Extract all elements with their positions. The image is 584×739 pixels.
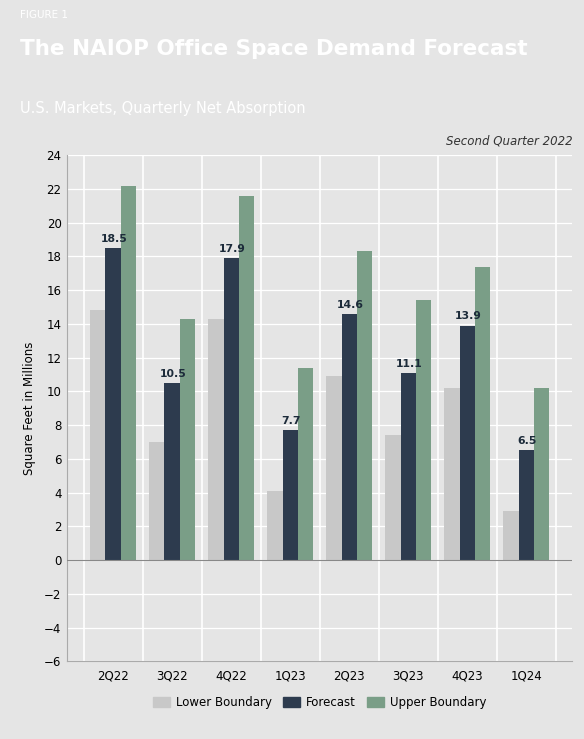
Bar [342,314,357,560]
Bar [385,435,401,560]
Text: 13.9: 13.9 [454,311,481,321]
Bar [416,300,432,560]
Text: U.S. Markets, Quarterly Net Absorption: U.S. Markets, Quarterly Net Absorption [20,101,306,116]
Bar [208,319,224,560]
Text: 11.1: 11.1 [395,358,422,369]
Text: 10.5: 10.5 [159,369,186,379]
Y-axis label: Square Feet in Millions: Square Feet in Millions [23,341,36,475]
Bar [224,258,239,560]
Bar [90,310,106,560]
Bar [326,376,342,560]
Text: 14.6: 14.6 [336,299,363,310]
Bar [121,185,136,560]
Bar [519,451,534,560]
Text: 18.5: 18.5 [100,234,127,244]
Bar [267,491,283,560]
Bar [401,373,416,560]
Bar [149,442,165,560]
Bar [503,511,519,560]
Bar [283,430,298,560]
Legend: Lower Boundary, Forecast, Upper Boundary: Lower Boundary, Forecast, Upper Boundary [148,691,491,714]
Bar [239,196,254,560]
Text: 17.9: 17.9 [218,244,245,254]
Bar [357,251,372,560]
Text: Second Quarter 2022: Second Quarter 2022 [446,134,572,148]
Text: 6.5: 6.5 [517,436,537,446]
Bar [460,326,475,560]
Text: 7.7: 7.7 [281,416,301,426]
Bar [298,368,313,560]
Bar [444,388,460,560]
Text: FIGURE 1: FIGURE 1 [20,10,68,20]
Bar [106,248,121,560]
Bar [165,383,180,560]
Bar [475,267,491,560]
Text: The NAIOP Office Space Demand Forecast: The NAIOP Office Space Demand Forecast [20,39,528,59]
Bar [180,319,195,560]
Bar [534,388,550,560]
